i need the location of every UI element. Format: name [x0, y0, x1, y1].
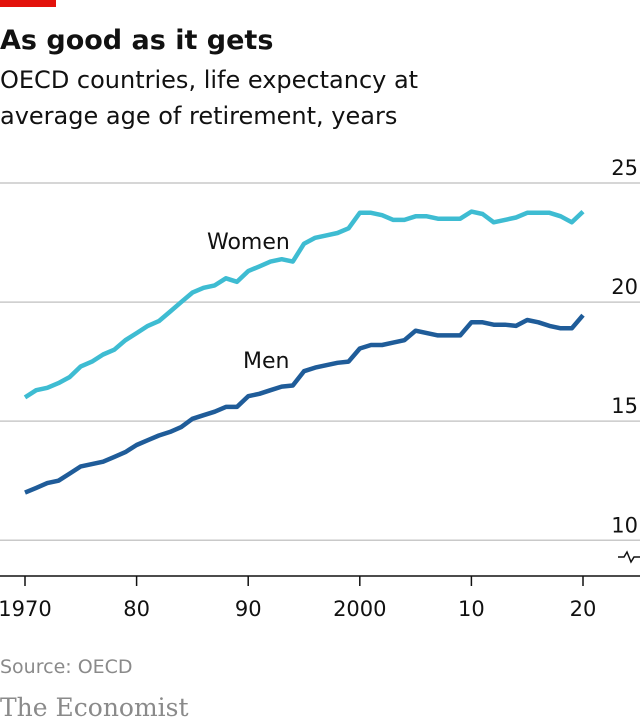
- chart-title: As good as it gets: [0, 25, 273, 56]
- x-tick-label: 2000: [333, 597, 386, 621]
- x-tick-label: 80: [123, 597, 150, 621]
- y-tick-label: 25: [611, 156, 638, 180]
- chart-subtitle: OECD countries, life expectancy at: [0, 66, 418, 94]
- series-line: [24, 313, 585, 495]
- x-tick-label: 10: [458, 597, 485, 621]
- x-tick-label: 20: [570, 597, 597, 621]
- axis-break: [618, 550, 640, 564]
- y-tick-label: 20: [611, 275, 638, 299]
- source: Source: OECD: [0, 656, 133, 678]
- x-tick-label: 90: [235, 597, 262, 621]
- chart-subtitle: average age of retirement, years: [0, 102, 397, 130]
- series-line: [23, 209, 585, 400]
- y-tick-label: 10: [611, 513, 638, 537]
- brand-bar: [0, 0, 56, 7]
- y-tick-label: 15: [611, 394, 638, 418]
- brand: The Economist: [0, 693, 189, 722]
- x-tick-label: 1970: [0, 597, 52, 621]
- series-label: Men: [243, 349, 289, 374]
- series-label: Women: [207, 230, 290, 255]
